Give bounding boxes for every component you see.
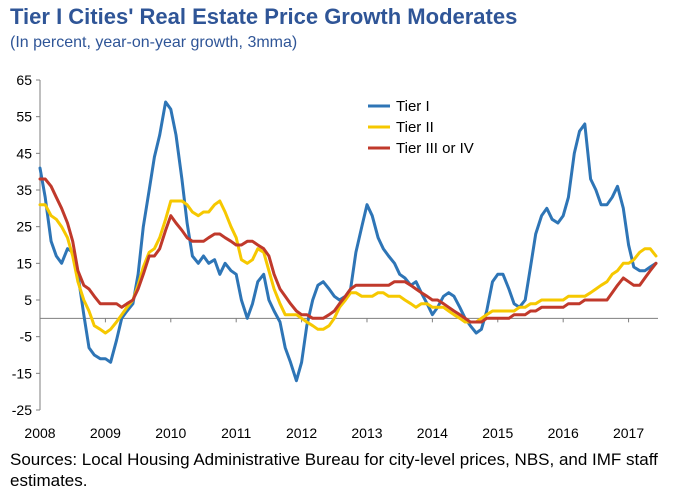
x-tick-label: 2010 bbox=[155, 425, 186, 440]
source-note: Sources: Local Housing Administrative Bu… bbox=[10, 450, 658, 490]
y-tick-label: 45 bbox=[16, 145, 32, 161]
y-axis: 65 55 45 35 25 15 5 -5 -15 -25 bbox=[12, 72, 41, 418]
x-tick-label: 2012 bbox=[286, 425, 317, 440]
series-line-tier-ii bbox=[38, 199, 658, 335]
series-line-tier-iii-or-iv bbox=[38, 177, 658, 324]
x-tick-label: 2008 bbox=[24, 425, 55, 440]
y-tick-label: 15 bbox=[16, 255, 32, 271]
legend-label-tier-ii: Tier II bbox=[396, 119, 434, 136]
x-tick-label: 2013 bbox=[351, 425, 382, 440]
series-lines bbox=[38, 100, 658, 383]
legend-label-tier-i: Tier I bbox=[396, 98, 430, 115]
x-tick-label: 2016 bbox=[548, 425, 579, 440]
series-line-tier-i bbox=[38, 100, 658, 383]
y-tick-label: -5 bbox=[20, 329, 33, 345]
y-tick-label: 5 bbox=[24, 292, 32, 308]
y-tick-label: 55 bbox=[16, 109, 32, 125]
y-tick-label: -15 bbox=[12, 365, 32, 381]
x-tick-label: 2015 bbox=[482, 425, 513, 440]
legend: Tier I Tier II Tier III or IV bbox=[368, 98, 474, 157]
x-axis: 2008 2009 2010 2011 2012 2013 2014 2015 2016 2017 bbox=[24, 317, 658, 440]
y-tick-label: -25 bbox=[12, 402, 32, 418]
chart-title: Tier I Cities' Real Estate Price Growth … bbox=[10, 4, 518, 29]
x-tick-label: 2014 bbox=[417, 425, 448, 440]
x-tick-label: 2009 bbox=[90, 425, 121, 440]
y-tick-label: 65 bbox=[16, 72, 32, 88]
legend-label-tier-iii-or-iv: Tier III or IV bbox=[396, 140, 474, 157]
chart-subtitle: (In percent, year-on-year growth, 3mma) bbox=[10, 34, 298, 51]
x-tick-label: 2011 bbox=[221, 425, 251, 440]
y-tick-label: 35 bbox=[16, 182, 32, 198]
y-tick-label: 25 bbox=[16, 219, 32, 235]
x-tick-label: 2017 bbox=[613, 425, 644, 440]
